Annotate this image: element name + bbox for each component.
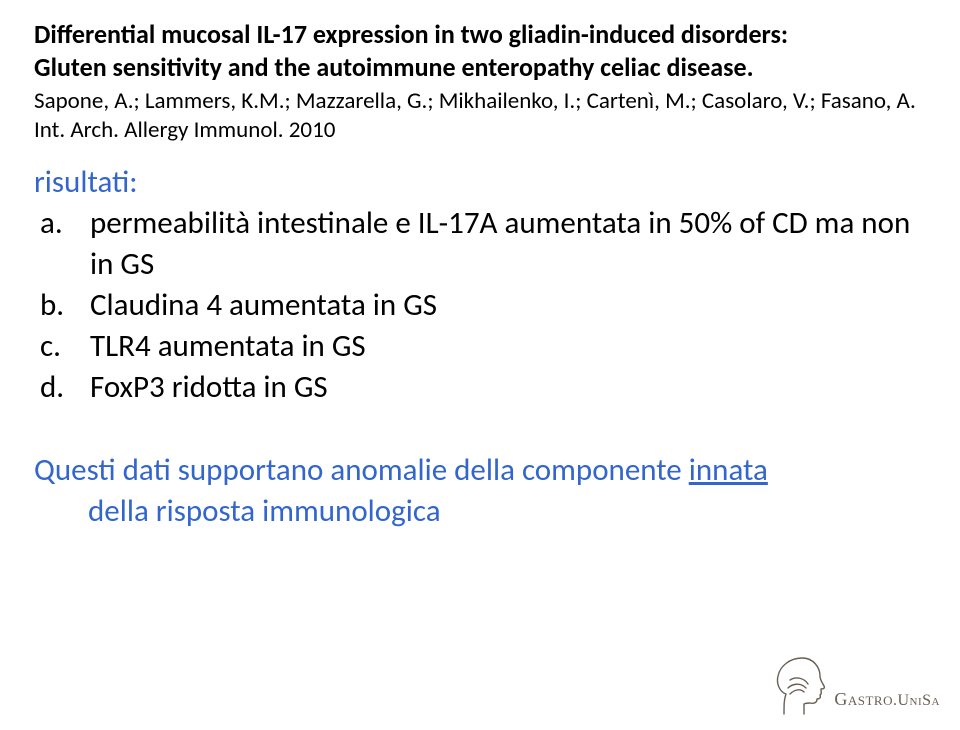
summary-line-2: della risposta immunologica	[34, 491, 926, 532]
slide: Differential mucosal IL-17 expression in…	[0, 0, 960, 730]
list-text: FoxP3 ridotta in GS	[90, 367, 926, 408]
list-text: permeabilità intestinale e IL-17A aument…	[90, 203, 926, 285]
title-line-1: Differential mucosal IL-17 expression in…	[34, 18, 926, 51]
list-marker: d.	[34, 367, 90, 408]
list-marker: b.	[34, 285, 90, 326]
logo-text-suffix: .UniSa	[893, 692, 940, 709]
authors-citation: Sapone, A.; Lammers, K.M.; Mazzarella, G…	[34, 87, 926, 146]
list-text: Claudina 4 aumentata in GS	[90, 285, 926, 326]
gastro-unisa-logo: Gastro.UniSa	[770, 654, 940, 716]
summary-line-1: Questi dati supportano anomalie della co…	[34, 450, 926, 491]
logo-text: Gastro.UniSa	[834, 689, 940, 716]
head-profile-icon	[770, 654, 828, 716]
list-text: TLR4 aumentata in GS	[90, 326, 926, 367]
paper-title: Differential mucosal IL-17 expression in…	[34, 18, 926, 85]
summary-part1: Questi dati supportano anomalie della co…	[34, 451, 689, 489]
results-list: a. permeabilità intestinale e IL-17A aum…	[34, 203, 926, 408]
results-heading: risultati:	[34, 163, 926, 201]
list-item: a. permeabilità intestinale e IL-17A aum…	[34, 203, 926, 285]
list-marker: a.	[34, 203, 90, 285]
logo-text-main: Gastro	[834, 689, 893, 709]
summary-underlined: innata	[689, 451, 768, 489]
list-item: c. TLR4 aumentata in GS	[34, 326, 926, 367]
list-marker: c.	[34, 326, 90, 367]
list-item: b. Claudina 4 aumentata in GS	[34, 285, 926, 326]
list-item: d. FoxP3 ridotta in GS	[34, 367, 926, 408]
title-line-2: Gluten sensitivity and the autoimmune en…	[34, 51, 926, 84]
summary-text: Questi dati supportano anomalie della co…	[34, 450, 926, 532]
